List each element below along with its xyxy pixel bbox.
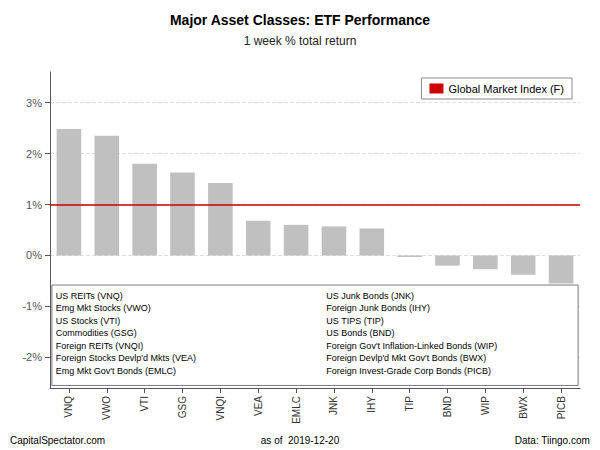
svg-text:TIP: TIP: [404, 396, 415, 412]
svg-text:Data: Tiingo.com: Data: Tiingo.com: [515, 435, 590, 446]
svg-text:BWX: BWX: [518, 396, 529, 419]
svg-text:Commodities (GSG): Commodities (GSG): [56, 328, 137, 338]
svg-text:WIP: WIP: [480, 396, 491, 415]
svg-text:Foreign Junk Bonds (IHY): Foreign Junk Bonds (IHY): [326, 303, 430, 313]
svg-text:1%: 1%: [26, 199, 42, 211]
svg-text:US TIPS (TIP): US TIPS (TIP): [326, 316, 383, 326]
svg-text:0%: 0%: [26, 249, 42, 261]
svg-text:Major Asset Classes: ETF Perfo: Major Asset Classes: ETF Performance: [170, 12, 430, 28]
svg-text:VTI: VTI: [139, 396, 150, 412]
svg-text:VNQI: VNQI: [215, 396, 226, 420]
svg-text:Emg Mkt Gov't Bonds (EMLC): Emg Mkt Gov't Bonds (EMLC): [56, 366, 176, 376]
svg-text:VEA: VEA: [253, 396, 264, 416]
svg-text:US Bonds (BND): US Bonds (BND): [326, 328, 394, 338]
svg-text:2%: 2%: [26, 148, 42, 160]
svg-text:1 week % total return: 1 week % total return: [244, 34, 357, 48]
svg-text:IHY: IHY: [366, 396, 377, 413]
svg-text:Foreign REITs (VNQI): Foreign REITs (VNQI): [56, 341, 144, 351]
svg-text:VWO: VWO: [101, 396, 112, 420]
svg-text:Foreign Devlp'd Mkt Gov't Bond: Foreign Devlp'd Mkt Gov't Bonds (BWX): [326, 353, 486, 363]
svg-text:BND: BND: [442, 396, 453, 417]
svg-text:3%: 3%: [26, 97, 42, 109]
svg-text:GSG: GSG: [177, 396, 188, 418]
svg-text:Foreign Gov't Inflation-Linked: Foreign Gov't Inflation-Linked Bonds (WI…: [326, 341, 497, 351]
svg-text:Global Market Index (F): Global Market Index (F): [448, 83, 564, 95]
svg-text:JNK: JNK: [328, 396, 339, 415]
svg-text:VNQ: VNQ: [63, 396, 74, 418]
svg-text:PICB: PICB: [556, 396, 567, 420]
svg-text:US Stocks (VTI): US Stocks (VTI): [56, 316, 121, 326]
svg-text:as of 2019-12-20: as of 2019-12-20: [261, 435, 340, 446]
svg-text:Foreign Invest-Grade Corp Bond: Foreign Invest-Grade Corp Bonds (PICB): [326, 366, 491, 376]
svg-text:-2%: -2%: [22, 351, 42, 363]
svg-text:Emg Mkt Stocks (VWO): Emg Mkt Stocks (VWO): [56, 303, 151, 313]
svg-text:CapitalSpectator.com: CapitalSpectator.com: [10, 435, 105, 446]
svg-text:-1%: -1%: [22, 300, 42, 312]
svg-text:EMLC: EMLC: [291, 396, 302, 424]
svg-text:US Junk Bonds (JNK): US Junk Bonds (JNK): [326, 291, 414, 301]
svg-text:Foreign Stocks Devlp'd Mkts (V: Foreign Stocks Devlp'd Mkts (VEA): [56, 353, 196, 363]
svg-text:US REITs (VNQ): US REITs (VNQ): [56, 291, 123, 301]
